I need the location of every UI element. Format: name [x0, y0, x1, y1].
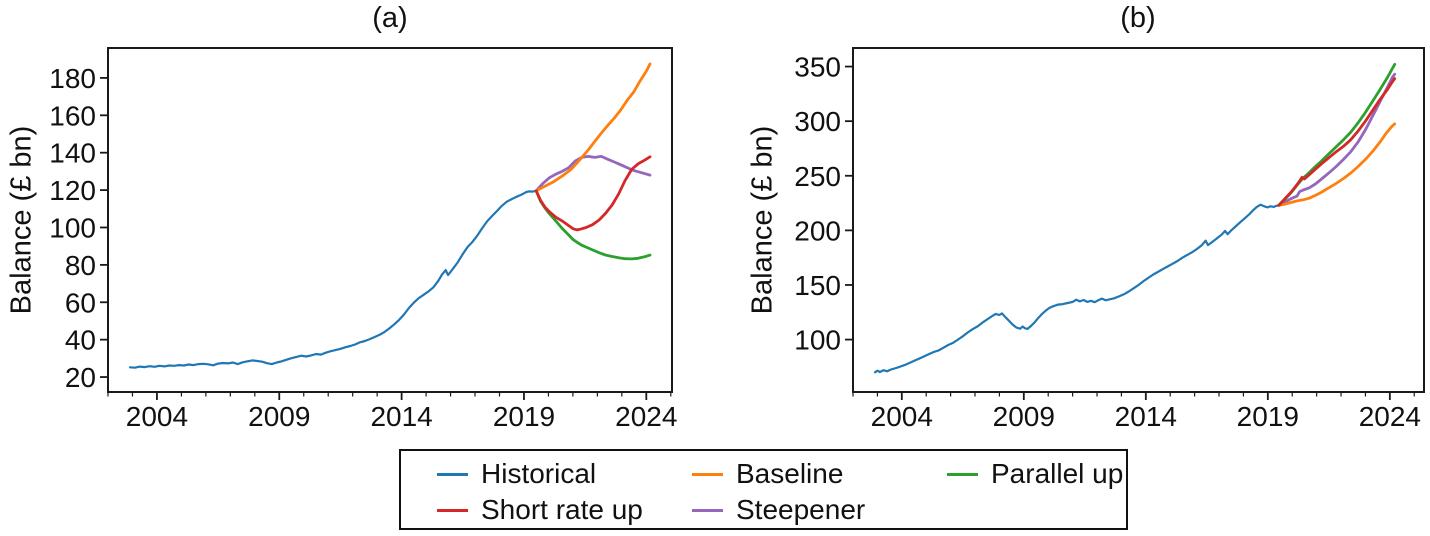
x-axis-tick-label: 2009 — [993, 401, 1055, 432]
y-axis-tick-label: 160 — [49, 100, 96, 131]
legend-swatch-steepener — [692, 508, 723, 512]
x-axis-tick-label: 2019 — [493, 401, 555, 432]
series-line-baseline — [534, 62, 652, 193]
chart-b-ylabel: Balance (£ bn) — [746, 125, 779, 315]
legend-label-parallel-up: Parallel up — [991, 458, 1124, 489]
legend-label-steepener: Steepener — [736, 494, 866, 525]
legend-swatch-parallel-up — [947, 472, 978, 476]
chart-b-title: (b) — [1120, 2, 1156, 34]
y-axis-tick-label: 100 — [794, 325, 841, 356]
series-line-parallel_up — [534, 189, 652, 261]
y-axis-tick-label: 60 — [65, 287, 96, 318]
series-line-historical — [873, 203, 1280, 374]
series-line-short_rate_up — [534, 155, 652, 232]
chart-panel-b: 2004 2009 2014 2019 2024 100 150 200 250 300 350 — [794, 47, 1425, 432]
plot-frame — [852, 47, 1425, 393]
plot-frame — [107, 47, 673, 393]
y-axis-tick-label: 120 — [49, 175, 96, 206]
y-axis-tick-label: 180 — [49, 63, 96, 94]
x-axis-tick-label: 2014 — [370, 401, 432, 432]
x-axis-tick-label: 2009 — [248, 401, 310, 432]
legend-column-3: Parallel up — [947, 456, 1123, 492]
chart-a-title: (a) — [372, 2, 408, 34]
legend-item-baseline: Baseline — [692, 456, 865, 492]
y-axis-tick-label: 250 — [794, 161, 841, 192]
y-axis-tick-label: 140 — [49, 138, 96, 169]
x-axis-tick-label: 2024 — [615, 401, 677, 432]
legend-item-historical: Historical — [437, 456, 643, 492]
legend-item-short-rate-up: Short rate up — [437, 492, 643, 528]
series-line-steepener — [534, 154, 652, 193]
x-axis-tick-label: 2019 — [1237, 401, 1299, 432]
legend-box: Historical Short rate up Baseline Steepe… — [399, 449, 1128, 530]
legend-label-short-rate-up: Short rate up — [481, 494, 643, 525]
legend-item-steepener: Steepener — [692, 492, 865, 528]
legend-label-historical: Historical — [481, 458, 597, 489]
y-axis-tick-label: 300 — [794, 106, 841, 137]
y-axis-tick-label: 150 — [794, 270, 841, 301]
x-axis-tick-label: 2004 — [126, 401, 188, 432]
x-axis-tick-label: 2024 — [1359, 401, 1421, 432]
x-axis-tick-label: 2004 — [871, 401, 933, 432]
chart-a-ylabel: Balance (£ bn) — [5, 125, 38, 315]
y-axis-tick-label: 20 — [65, 362, 96, 393]
x-axis-tick-label: 2014 — [1115, 401, 1177, 432]
legend-column-2: Baseline Steepener — [692, 456, 865, 528]
legend-swatch-short-rate-up — [437, 508, 468, 512]
y-axis-tick-label: 80 — [65, 250, 96, 281]
y-axis-tick-label: 350 — [794, 52, 841, 83]
series-line-steepener — [1277, 72, 1397, 207]
y-axis-tick-label: 40 — [65, 325, 96, 356]
series-line-short_rate_up — [1277, 77, 1397, 207]
y-axis-tick-label: 200 — [794, 215, 841, 246]
series-line-historical — [128, 189, 538, 369]
legend-label-baseline: Baseline — [736, 458, 844, 489]
legend-swatch-historical — [437, 472, 468, 476]
series-line-baseline — [1277, 122, 1397, 207]
legend-column-1: Historical Short rate up — [437, 456, 643, 528]
legend-swatch-baseline — [692, 472, 723, 476]
y-axis-tick-label: 100 — [49, 212, 96, 243]
legend-item-parallel-up: Parallel up — [947, 456, 1123, 492]
chart-panel-a: 2004 2009 2014 2019 2024 20 40 60 80 100 120 140 160… — [49, 47, 677, 432]
